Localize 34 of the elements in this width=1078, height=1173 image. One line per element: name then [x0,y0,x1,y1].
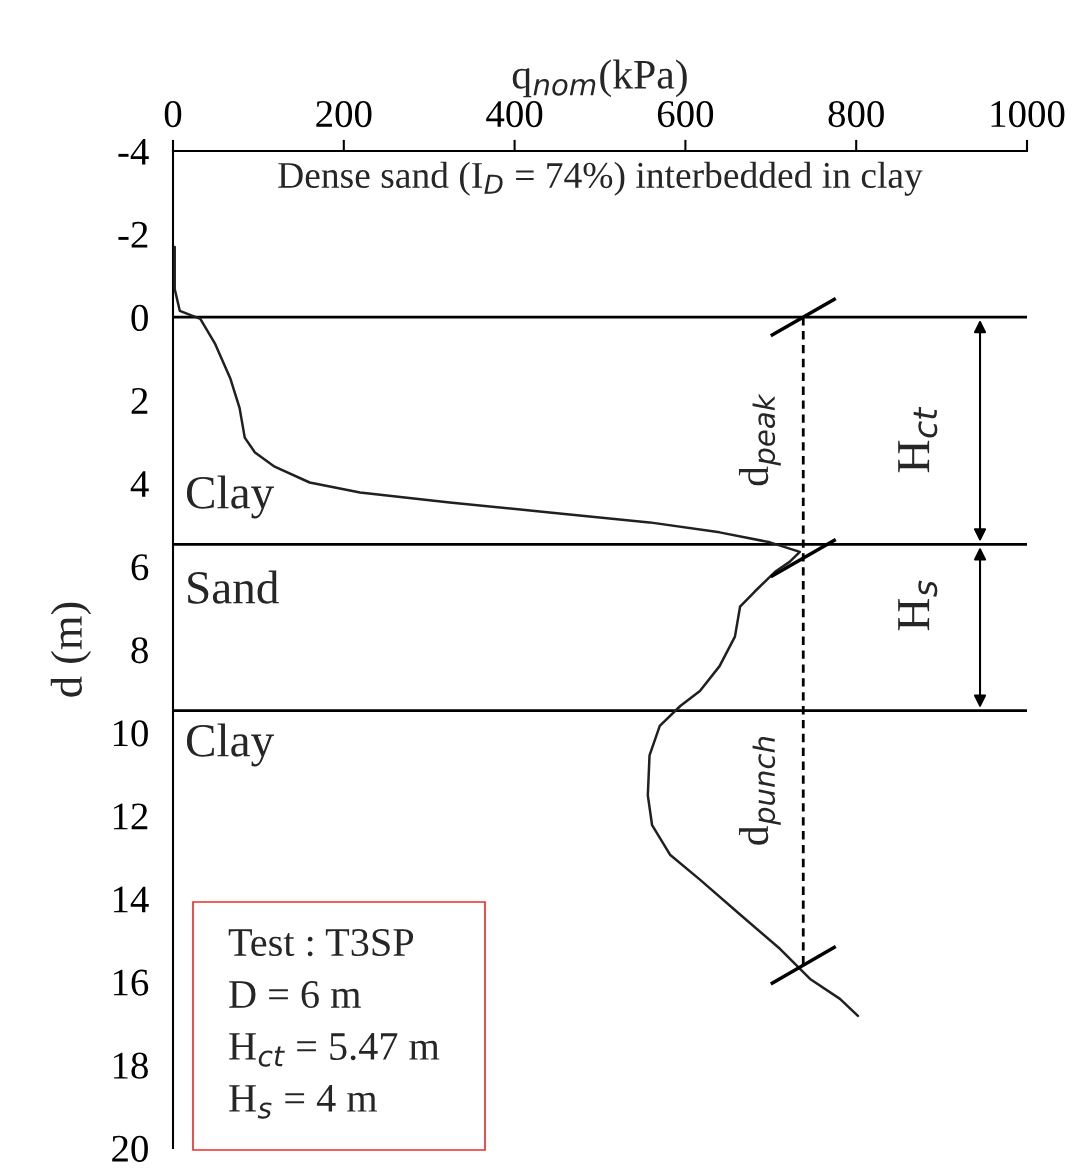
x-tick-label: 200 [316,100,372,128]
y-tick-label: 6 [131,554,149,581]
annotation: H$_{s}$ = 4 m [229,1085,378,1119]
y-tick-label: 0 [131,304,148,332]
annotation: Clay [186,475,274,519]
annotation: H$_{ct}$ = 5.47 m [229,1033,440,1067]
y-tick-label: -4 [118,138,149,165]
annotation: Clay [186,723,274,767]
x-tick-label: 1000 [991,100,1065,128]
annotation: Sand [188,570,279,604]
annotation: Test : T3SP [228,929,414,957]
y-axis-title: d (m) [50,602,92,697]
y-tick-label: 12 [113,803,148,830]
annotation: H$_{ct}$ [898,406,938,473]
y-tick-label: 18 [113,1052,148,1079]
y-tick-label: 2 [131,387,148,414]
y-tick-label: 14 [113,886,149,913]
y-tick-label: 20 [112,1135,148,1162]
line-series [173,245,860,1018]
annotation: D = 6 m [229,981,361,1009]
x-tick-label: 800 [828,100,884,128]
y-tick-label: 16 [113,969,149,996]
y-tick-label: 10 [113,720,148,747]
annotation: H$_{s}$ [898,580,938,631]
x-tick-label: 400 [486,100,543,128]
annotation: Dense sand (I$_{D}$ = 74%) interbedded in clay [278,161,923,196]
annotation: d$_{punch}$ [738,736,781,845]
x-tick-label: 600 [657,100,714,128]
annotation: d$_{peak}$ [738,393,781,486]
y-tick-label: 8 [131,637,148,664]
y-tick-label: -2 [118,221,148,248]
x-axis-title: q$_{nom}$(kPa) [512,59,687,98]
x-tick-label: 0 [164,100,182,128]
y-tick-label: 4 [130,471,149,497]
